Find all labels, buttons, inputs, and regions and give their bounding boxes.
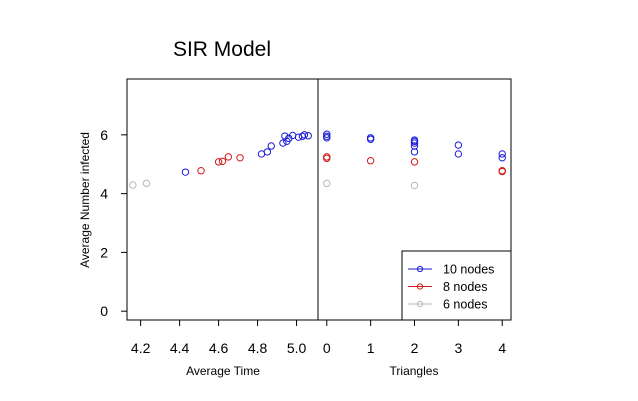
legend-entry: 6 nodes [443, 298, 487, 312]
data-point [142, 179, 151, 188]
x-axis-label-triangles: Triangles [390, 364, 439, 378]
x-tick-label: 1 [367, 340, 375, 356]
data-point [410, 148, 419, 156]
data-point [410, 142, 419, 150]
chart-title: SIR Model [173, 38, 271, 61]
x-tick-label: 3 [454, 340, 462, 356]
data-point [218, 157, 227, 165]
x-tick-label: 4.8 [248, 340, 268, 356]
legend-marker [416, 300, 424, 308]
y-tick-label: 2 [100, 244, 108, 260]
legend-marker [416, 265, 424, 273]
data-point [323, 153, 331, 161]
data-point [410, 181, 419, 190]
data-point [257, 150, 266, 158]
legend-entry: 10 nodes [443, 263, 494, 277]
data-point [323, 130, 331, 138]
data-point [267, 142, 275, 150]
data-point [129, 181, 137, 189]
data-point [323, 132, 331, 141]
data-point [454, 141, 463, 149]
legend-entry: 8 nodes [443, 280, 487, 294]
data-point [300, 131, 309, 139]
data-point [304, 132, 312, 140]
y-tick-label: 6 [100, 127, 108, 143]
data-point [197, 166, 205, 175]
data-point [279, 139, 287, 147]
data-point [366, 135, 375, 143]
x-tick-label: 4.4 [170, 340, 190, 356]
data-point [281, 132, 289, 140]
x-tick-label: 4.2 [131, 340, 151, 356]
data-point [410, 136, 419, 144]
plot-frame [126, 78, 512, 321]
legend: 10 nodes 8 nodes 6 nodes [401, 250, 512, 321]
x-tick-label: 2 [411, 340, 419, 356]
data-point [410, 158, 419, 166]
data-point [323, 179, 331, 188]
y-axis-label: Average Number infected [78, 132, 92, 268]
data-point [298, 132, 307, 141]
x-tick-label: 4.6 [209, 340, 229, 356]
data-point [498, 150, 506, 158]
legend-box [401, 250, 512, 321]
y-tick-label: 4 [100, 186, 108, 202]
x-tick-label: 5.0 [287, 340, 307, 356]
data-point [236, 154, 244, 162]
data-point [498, 154, 506, 162]
x-axis-label-average-time: Average Time [186, 364, 260, 378]
data-point [214, 158, 223, 166]
y-tick-label: 0 [100, 303, 108, 319]
data-point [323, 154, 331, 163]
data-point [498, 166, 506, 175]
x-tick-label: 0 [323, 340, 331, 356]
data-point [366, 134, 375, 142]
data-point [224, 153, 233, 161]
legend-marker [416, 283, 424, 290]
plot-area: 0 2 4 6 4.2 4.4 4.6 4.8 5.0 0 1 2 3 4 [100, 78, 512, 356]
data-point [181, 168, 190, 176]
x-tick-label: 4 [498, 340, 506, 356]
data-point [366, 157, 375, 165]
data-point [454, 150, 463, 158]
